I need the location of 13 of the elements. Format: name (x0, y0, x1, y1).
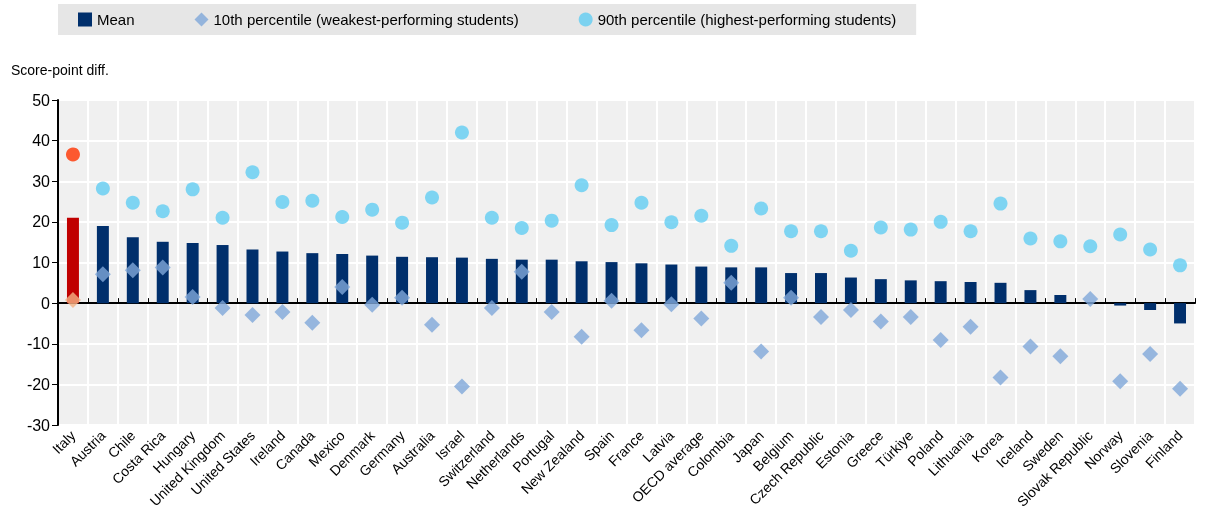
y-tick-label: -20 (26, 375, 51, 393)
y-tick-label: 50 (32, 91, 51, 109)
legend-label: 90th percentile (highest-performing students) (597, 11, 897, 28)
y-tick-label: 0 (41, 294, 51, 312)
y-tick-label: 30 (32, 172, 51, 190)
y-tick-label: -30 (26, 416, 51, 434)
y-tick-label: 40 (32, 132, 51, 150)
legend-label: Mean (97, 11, 135, 28)
y-tick-label: -10 (26, 335, 51, 353)
y-tick-label: 20 (32, 213, 51, 231)
legend-label: 10th percentile (weakest-performing students) (213, 11, 519, 28)
y-axis-title: Score-point diff. (11, 62, 109, 78)
y-tick-label: 10 (32, 254, 51, 271)
